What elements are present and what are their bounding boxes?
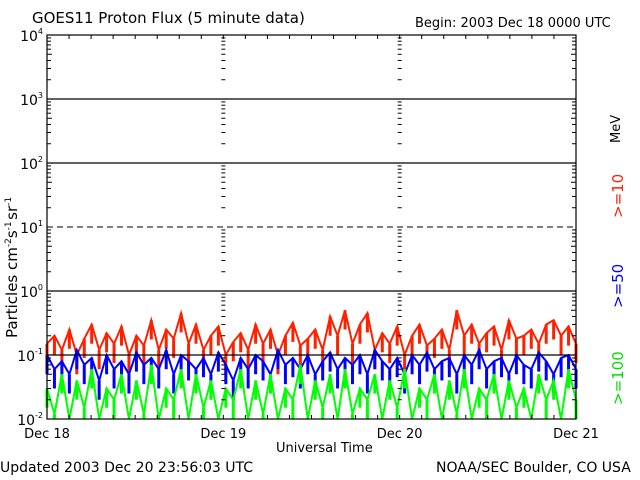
series-line-2 (46, 364, 577, 420)
y-axis-label: Particles cm-2s-1 sr-1 (3, 196, 21, 338)
updated-timestamp: Updated 2003 Dec 20 23:56:03 UTC (0, 460, 254, 476)
y-tick-label: 104 (20, 27, 43, 45)
legend-ge50: >=50 (609, 263, 627, 308)
begin-label: Begin: 2003 Dec 18 0000 UTC (415, 16, 611, 31)
y-tick-label: 100 (20, 283, 43, 301)
legend-ge10: >=10 (609, 173, 627, 218)
x-tick-label: Dec 21 (553, 427, 599, 442)
x-tick-label: Dec 20 (377, 427, 423, 442)
x-tick-label: Dec 18 (24, 427, 70, 442)
y-tick-label: 10-2 (17, 411, 43, 429)
mev-label: MeV (609, 114, 624, 143)
x-tick-label: Dec 19 (200, 427, 246, 442)
credit-label: NOAA/SEC Boulder, CO USA (436, 460, 631, 476)
x-axis-label: Universal Time (276, 441, 373, 456)
y-tick-label: 101 (20, 219, 43, 237)
y-tick-label: 103 (20, 91, 43, 109)
y-tick-label: 102 (20, 155, 43, 173)
chart-title: GOES11 Proton Flux (5 minute data) (32, 9, 305, 27)
series-line-0 (46, 309, 577, 359)
y-tick-label: 10-1 (17, 347, 43, 365)
legend-ge100: >=100 (609, 351, 627, 405)
